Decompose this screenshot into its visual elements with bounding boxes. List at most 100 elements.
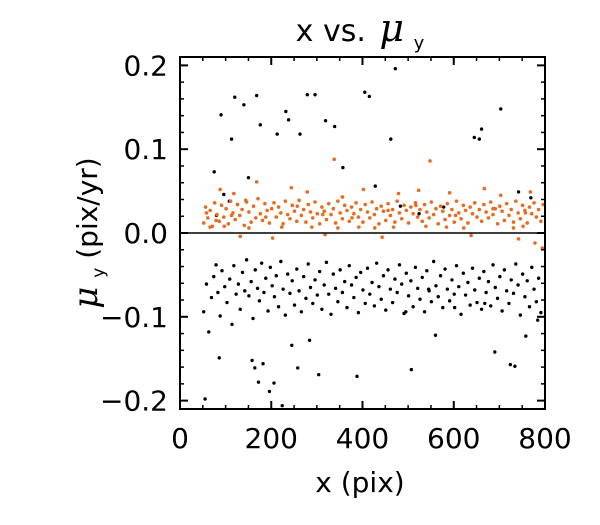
data-point [218, 314, 222, 318]
data-point [333, 286, 338, 291]
data-point [390, 207, 395, 212]
data-point [495, 296, 500, 301]
data-point [453, 213, 458, 218]
data-point [393, 67, 398, 71]
data-point [416, 188, 421, 193]
data-point [280, 403, 284, 408]
data-point [345, 305, 349, 310]
data-point [395, 199, 399, 203]
data-point [347, 263, 351, 268]
data-point [525, 221, 530, 225]
data-point [450, 278, 454, 282]
data-point [388, 287, 393, 291]
data-point [272, 381, 276, 385]
data-point [285, 212, 290, 217]
data-point [409, 205, 413, 209]
data-point [443, 217, 447, 222]
data-point [377, 284, 381, 289]
data-point [349, 205, 354, 209]
data-point [536, 318, 540, 322]
data-point [530, 265, 534, 270]
data-point [477, 276, 481, 280]
data-point [326, 201, 331, 206]
data-point [486, 216, 491, 220]
data-point [229, 137, 234, 141]
data-point [201, 221, 206, 225]
data-point [400, 282, 404, 286]
data-point [468, 205, 472, 209]
data-point [320, 307, 324, 311]
data-point [454, 263, 459, 268]
data-point [233, 95, 237, 99]
data-point [217, 219, 222, 224]
data-point [475, 300, 479, 305]
data-point [250, 358, 254, 363]
data-point [305, 190, 310, 194]
data-point [336, 226, 340, 230]
data-point [498, 274, 502, 279]
data-point [365, 266, 370, 270]
data-point [428, 159, 432, 163]
data-point [355, 374, 359, 379]
data-point [425, 210, 429, 214]
data-point [402, 203, 406, 208]
data-point [222, 215, 226, 219]
data-point [370, 200, 374, 204]
data-point [322, 209, 326, 214]
data-point [498, 193, 503, 198]
y-tick-label: −0.1 [100, 301, 168, 334]
data-point [374, 261, 379, 265]
data-point [224, 206, 228, 211]
data-point [373, 184, 377, 188]
data-point [354, 275, 358, 280]
data-point [242, 103, 246, 107]
data-point [508, 362, 513, 367]
data-point [502, 218, 507, 223]
data-point [473, 288, 477, 292]
x-tick-label: 400 [336, 422, 389, 455]
y-axis-label: μ y (pix/yr) [66, 157, 111, 308]
data-point [298, 132, 302, 136]
data-point [206, 216, 210, 220]
data-point [229, 213, 234, 218]
data-point [533, 241, 537, 245]
points-layer [201, 67, 545, 408]
data-point [232, 263, 236, 268]
data-point [220, 269, 224, 273]
data-point [534, 300, 539, 304]
data-point [502, 268, 507, 272]
data-point [357, 225, 361, 229]
data-point [216, 290, 220, 295]
data-point [514, 199, 518, 203]
data-point [228, 199, 233, 203]
data-point [414, 203, 418, 208]
data-point [307, 338, 312, 342]
data-point [323, 118, 328, 123]
data-point [418, 207, 422, 212]
data-point [249, 279, 253, 284]
data-point [479, 127, 484, 131]
data-point [329, 312, 333, 316]
data-point [279, 225, 284, 229]
data-point [489, 304, 493, 308]
data-point [422, 202, 427, 207]
data-point [491, 263, 495, 267]
data-point [299, 213, 304, 218]
data-point [511, 226, 516, 230]
data-point [352, 211, 356, 216]
data-point [524, 334, 528, 338]
data-point [240, 207, 244, 212]
data-point [214, 263, 218, 267]
data-point [527, 305, 532, 309]
data-point [324, 217, 329, 222]
data-point [290, 343, 294, 348]
data-point [436, 221, 441, 226]
data-point [365, 210, 370, 214]
data-point [511, 220, 516, 224]
data-point [274, 215, 279, 219]
data-point [268, 265, 273, 270]
data-point [386, 268, 390, 272]
data-point [281, 221, 285, 226]
data-point [295, 267, 299, 271]
